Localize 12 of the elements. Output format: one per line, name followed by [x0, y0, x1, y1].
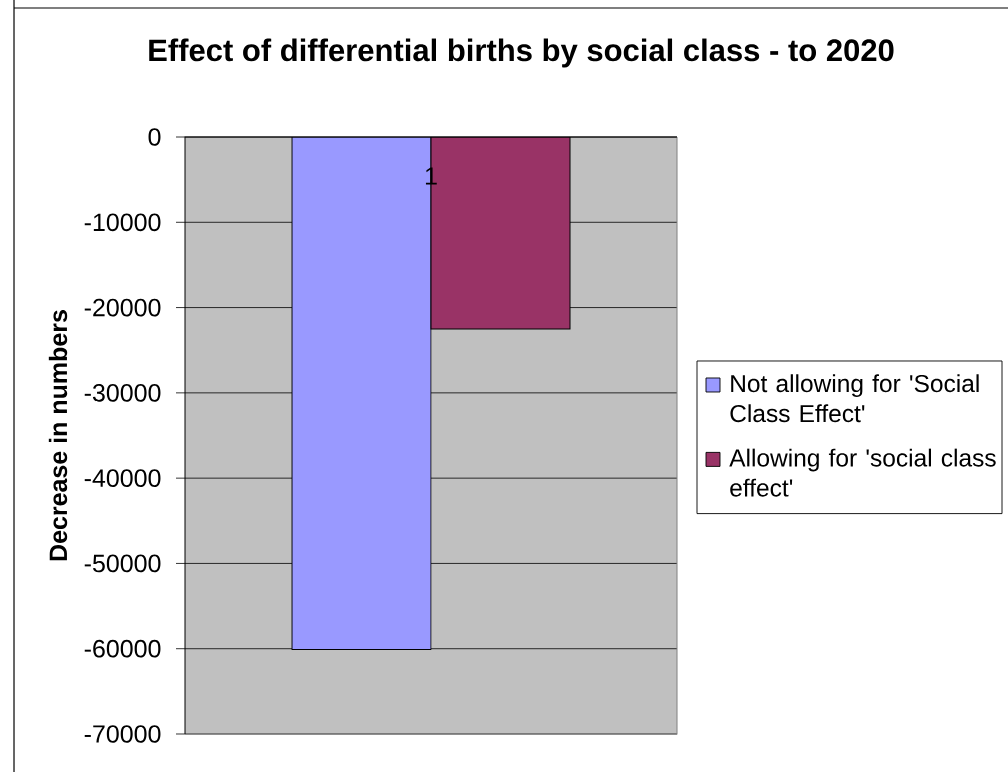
y-axis-title: Decrease in numbers — [48, 310, 68, 561]
y-tick-label: -50000 — [84, 554, 161, 573]
y-tick-label: -30000 — [84, 384, 161, 402]
y-tick-label: -70000 — [84, 725, 161, 743]
y-tick-label: -60000 — [84, 639, 161, 658]
chart-title: Effect of differential births by social class - to 2020 — [149, 38, 894, 68]
y-tick-label: -40000 — [84, 469, 161, 487]
legend-label: Allowing for 'social class effect' — [729, 448, 996, 497]
y-tick-label: -20000 — [84, 298, 161, 317]
y-tick-label: -10000 — [84, 213, 161, 232]
legend-label: Not allowing for 'Social Class Effect' — [730, 374, 979, 423]
y-tick-label: 0 — [148, 128, 161, 146]
